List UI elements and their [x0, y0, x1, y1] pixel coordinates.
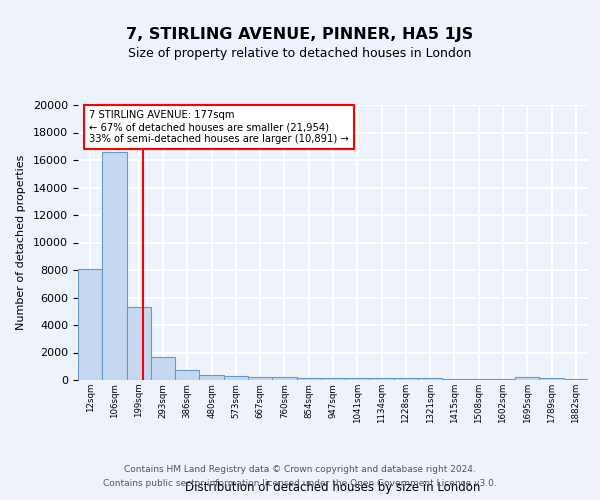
Y-axis label: Number of detached properties: Number of detached properties	[16, 155, 26, 330]
Bar	[151, 356, 175, 380]
Bar	[248, 376, 272, 380]
Bar	[321, 378, 345, 380]
X-axis label: Distribution of detached houses by size in London: Distribution of detached houses by size …	[185, 482, 481, 494]
Bar	[370, 378, 394, 380]
Bar	[394, 378, 418, 380]
Bar	[272, 377, 296, 380]
Bar	[515, 377, 539, 380]
Text: 7 STIRLING AVENUE: 177sqm
← 67% of detached houses are smaller (21,954)
33% of s: 7 STIRLING AVENUE: 177sqm ← 67% of detac…	[89, 110, 349, 144]
Bar	[296, 378, 321, 380]
Text: Contains HM Land Registry data © Crown copyright and database right 2024.
Contai: Contains HM Land Registry data © Crown c…	[103, 466, 497, 487]
Text: Size of property relative to detached houses in London: Size of property relative to detached ho…	[128, 48, 472, 60]
Bar	[467, 378, 491, 380]
Bar	[442, 378, 467, 380]
Bar	[418, 378, 442, 380]
Bar	[127, 307, 151, 380]
Bar	[491, 379, 515, 380]
Bar	[199, 375, 224, 380]
Bar	[345, 378, 370, 380]
Bar	[175, 370, 199, 380]
Bar	[102, 152, 127, 380]
Bar	[78, 268, 102, 380]
Bar	[224, 376, 248, 380]
Text: 7, STIRLING AVENUE, PINNER, HA5 1JS: 7, STIRLING AVENUE, PINNER, HA5 1JS	[127, 28, 473, 42]
Bar	[539, 378, 564, 380]
